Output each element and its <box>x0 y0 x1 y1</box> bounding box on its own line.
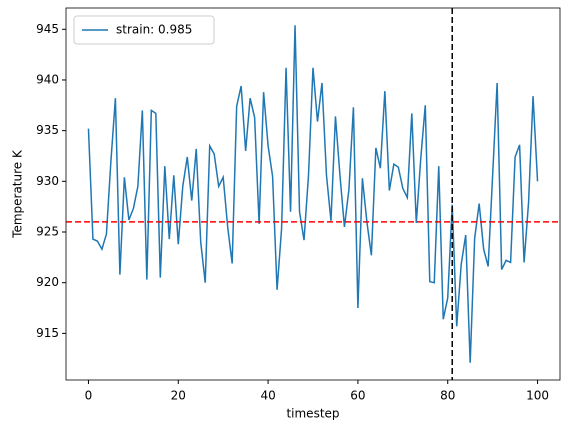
y-tick-label: 930 <box>36 174 59 188</box>
x-tick-label: 60 <box>350 389 365 403</box>
plot-frame <box>65 7 561 381</box>
y-tick-label: 925 <box>36 225 59 239</box>
x-axis-label: timestep <box>286 407 339 421</box>
x-tick-label: 0 <box>85 389 93 403</box>
x-tick-label: 40 <box>260 389 275 403</box>
y-tick-label: 920 <box>36 275 59 289</box>
x-tick-label: 100 <box>526 389 549 403</box>
y-tick-label: 915 <box>36 326 59 340</box>
y-tick-label: 945 <box>36 22 59 36</box>
data-line <box>87 25 539 363</box>
x-tick-label: 20 <box>171 389 186 403</box>
y-axis-label: Temperature K <box>11 149 25 239</box>
legend-label: strain: 0.985 <box>116 23 192 37</box>
x-tick-label: 80 <box>440 389 455 403</box>
y-tick-label: 935 <box>36 123 59 137</box>
y-tick-label: 940 <box>36 72 59 86</box>
legend-box <box>73 15 215 45</box>
